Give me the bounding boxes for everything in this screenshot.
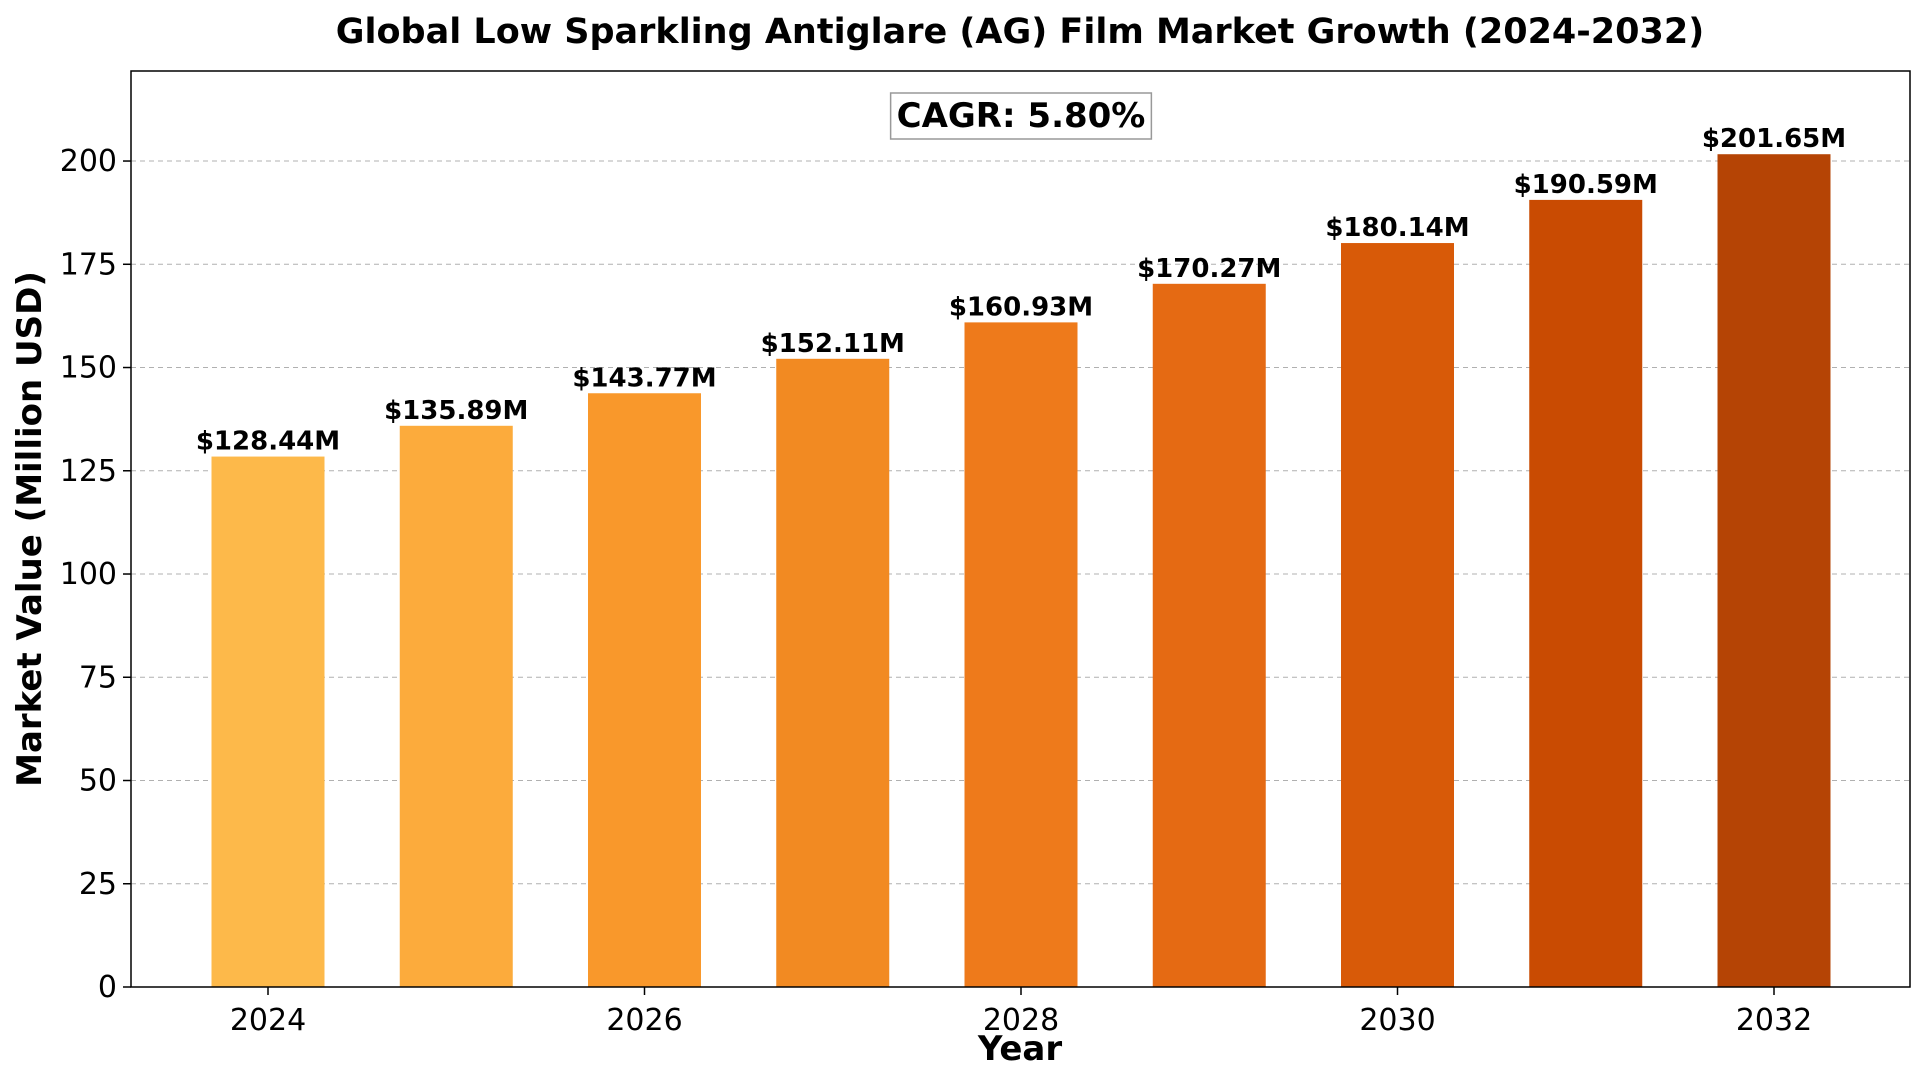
x-axis-ticks: 2024 2026 2028 2030 2032	[230, 987, 1812, 1038]
chart-title: Global Low Sparkling Antiglare (AG) Film…	[336, 12, 1704, 52]
bar-2027	[776, 358, 890, 987]
y-tick-label: 25	[79, 867, 117, 902]
x-tick-label: 2026	[606, 1003, 682, 1038]
bar-2029	[1152, 283, 1266, 987]
y-tick-label: 75	[79, 660, 117, 695]
bar-2025	[399, 425, 513, 987]
bar-2026	[588, 393, 701, 987]
bars	[211, 154, 1831, 987]
y-axis-ticks: 0 25 50 75 100 125 150 175 200	[60, 144, 131, 1005]
x-tick-label: 2028	[983, 1003, 1059, 1038]
y-axis-label: Market Value (Million USD)	[10, 271, 50, 787]
bar-value-label: $128.44M	[196, 427, 340, 457]
y-tick-label: 0	[98, 970, 117, 1005]
bar-value-label: $170.27M	[1137, 254, 1281, 284]
bar-value-label: $180.14M	[1325, 213, 1469, 243]
bar-value-label: $201.65M	[1702, 124, 1846, 154]
y-tick-label: 50	[79, 764, 117, 799]
bar-2030	[1341, 243, 1454, 987]
bar-2028	[964, 322, 1078, 987]
bar-value-label: $152.11M	[761, 329, 905, 359]
cagr-annotation-text: CAGR: 5.80%	[897, 96, 1146, 136]
x-axis-label: Year	[977, 1029, 1063, 1069]
y-tick-label: 150	[60, 351, 117, 386]
x-tick-label: 2030	[1359, 1003, 1435, 1038]
cagr-annotation-box	[889, 92, 1153, 140]
x-tick-label: 2032	[1736, 1003, 1812, 1038]
y-tick-label: 200	[60, 144, 117, 179]
bar-value-label: $190.59M	[1514, 170, 1658, 200]
cagr-annotation: CAGR: 5.80%	[889, 92, 1153, 140]
bar-value-label: $135.89M	[384, 396, 528, 426]
bar-value-label: $143.77M	[572, 363, 716, 393]
y-tick-label: 125	[60, 454, 117, 489]
bar-value-label: $160.93M	[949, 292, 1093, 322]
bar-2032	[1717, 154, 1831, 987]
y-tick-label: 175	[60, 247, 117, 282]
bar-2031	[1529, 199, 1643, 987]
bar-value-labels: $128.44M $135.89M $143.77M $152.11M $160.93M…	[196, 124, 1846, 456]
bar-2024	[211, 456, 325, 987]
y-tick-label: 100	[60, 557, 117, 592]
x-tick-label: 2024	[230, 1003, 306, 1038]
